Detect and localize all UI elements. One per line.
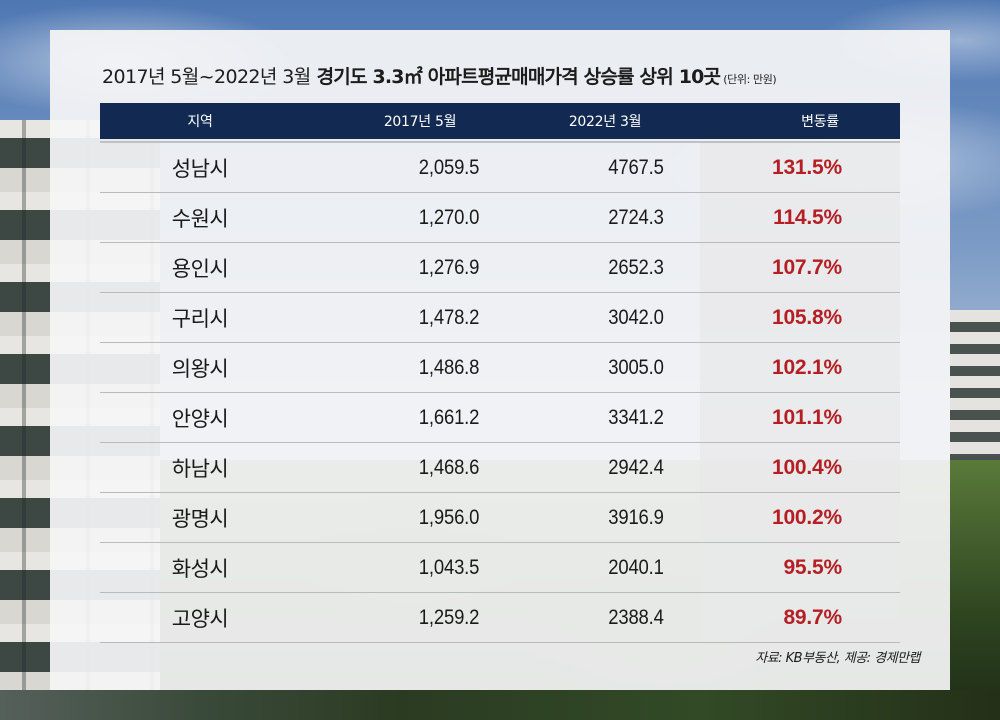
may-2017-cell: 1,276.9 [418,255,480,279]
may-2017-cell: 1,661.2 [418,405,480,429]
mar-2022-cell: 3005.0 [608,355,664,379]
table-body: 성남시 2,059.5 4767.5 131.5% 수원시 1,270.0 27… [100,141,900,643]
change-rate-cell: 102.1% [771,355,842,379]
region-cell: 안양시 [171,406,229,431]
change-rate-cell: 100.4% [771,455,842,479]
mar-2022-cell: 2652.3 [608,255,664,279]
change-rate-cell: 114.5% [773,205,842,229]
may-2017-cell: 1,270.0 [418,205,480,229]
table-row: 용인시 1,276.9 2652.3 107.7% [100,243,900,293]
region-cell: 고양시 [171,606,229,631]
trees-bottom-strip [0,690,1000,720]
table-row: 안양시 1,661.2 3341.2 101.1% [100,393,900,443]
mar-2022-cell: 2040.1 [608,555,664,579]
region-cell: 용인시 [171,256,229,281]
mar-2022-cell: 3916.9 [608,505,664,529]
title-subject: 경기도 3.3㎡ 아파트평균매매가격 상승률 상위 10곳 [316,66,721,88]
mar-2022-cell: 3341.2 [608,405,664,429]
region-cell: 화성시 [171,556,229,581]
may-2017-cell: 1,956.0 [418,505,480,529]
may-2017-cell: 1,478.2 [418,305,480,329]
header-mar-2022: 2022년 3월 [568,114,642,130]
title-unit: (단위: 만원) [723,73,777,86]
header-region: 지역 [187,114,213,130]
price-change-table: 지역 2017년 5월 2022년 3월 변동률 성남시 2,059.5 476… [100,103,900,643]
may-2017-cell: 1,043.5 [418,555,480,579]
may-2017-cell: 2,059.5 [418,155,480,179]
region-cell: 하남시 [171,456,229,481]
mar-2022-cell: 2388.4 [608,605,664,629]
region-cell: 수원시 [171,206,229,231]
mar-2022-cell: 4767.5 [608,155,664,179]
table-row: 고양시 1,259.2 2388.4 89.7% [100,593,900,643]
change-rate-cell: 107.7% [771,255,842,279]
may-2017-cell: 1,468.6 [418,455,480,479]
mar-2022-cell: 2942.4 [608,455,664,479]
header-change-rate: 변동률 [801,114,839,130]
table-header: 지역 2017년 5월 2022년 3월 변동률 [100,103,900,139]
change-rate-cell: 101.1% [771,405,842,429]
mar-2022-cell: 2724.3 [608,205,664,229]
change-rate-cell: 95.5% [783,555,842,579]
table-row: 수원시 1,270.0 2724.3 114.5% [100,193,900,243]
change-rate-cell: 105.8% [771,305,842,329]
title-period: 2017년 5월~2022년 3월 [102,66,311,88]
table-row: 화성시 1,043.5 2040.1 95.5% [100,543,900,593]
table-row: 의왕시 1,486.8 3005.0 102.1% [100,343,900,393]
may-2017-cell: 1,486.8 [418,355,480,379]
table-row: 하남시 1,468.6 2942.4 100.4% [100,443,900,493]
region-cell: 구리시 [171,306,229,331]
region-cell: 성남시 [171,156,229,181]
region-cell: 의왕시 [171,356,229,381]
source-credit: 자료: KB부동산, 제공: 경제만랩 [755,651,920,666]
infographic-title: 2017년 5월~2022년 3월 경기도 3.3㎡ 아파트평균매매가격 상승률… [102,62,922,98]
header-may-2017: 2017년 5월 [383,114,457,130]
region-cell: 광명시 [171,506,229,531]
mar-2022-cell: 3042.0 [608,305,664,329]
apartment-building-right [950,310,1000,480]
change-rate-cell: 100.2% [771,505,842,529]
change-rate-cell: 131.5% [771,155,842,179]
may-2017-cell: 1,259.2 [418,605,480,629]
change-rate-cell: 89.7% [783,605,842,629]
table-row: 성남시 2,059.5 4767.5 131.5% [100,143,900,193]
table-row: 광명시 1,956.0 3916.9 100.2% [100,493,900,543]
table-row: 구리시 1,478.2 3042.0 105.8% [100,293,900,343]
